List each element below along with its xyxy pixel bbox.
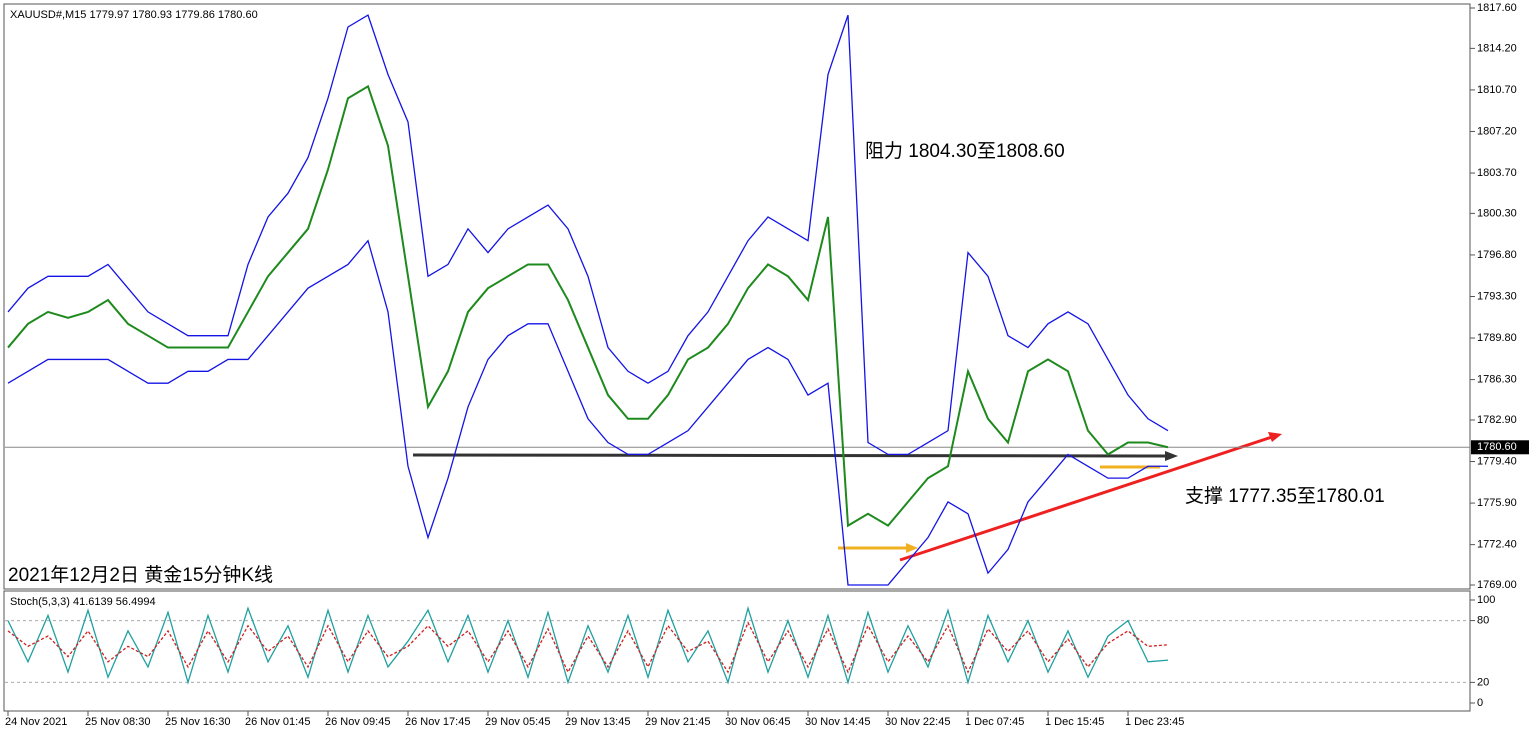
x-tick-label: 26 Nov 09:45 (325, 716, 390, 728)
arrow-head (1165, 451, 1178, 461)
last-price-label: 1780.60 (1477, 441, 1517, 453)
x-tick-label: 29 Nov 05:45 (485, 716, 550, 728)
y-tick-label: 1789.80 (1477, 332, 1517, 344)
y-tick-label: 0 (1477, 697, 1483, 709)
x-tick-label: 29 Nov 21:45 (645, 716, 710, 728)
y-tick-label: 1800.30 (1477, 207, 1517, 219)
series-line (7, 621, 1169, 674)
x-tick-label: 30 Nov 14:45 (805, 716, 870, 728)
stoch-header: Stoch(5,3,3) 41.6139 56.4994 (10, 596, 156, 608)
y-tick-label: 1817.60 (1477, 2, 1517, 14)
y-tick-label: 1814.20 (1477, 42, 1517, 54)
x-tick-label: 26 Nov 01:45 (245, 716, 310, 728)
last-price-box (1471, 440, 1529, 455)
arrow-head (1268, 432, 1282, 442)
x-tick-label: 1 Dec 23:45 (1125, 716, 1184, 728)
y-tick-label: 1772.40 (1477, 539, 1517, 551)
x-tick-label: 24 Nov 2021 (5, 716, 67, 728)
y-tick-label: 1793.30 (1477, 290, 1517, 302)
y-tick-label: 80 (1477, 615, 1489, 627)
y-tick-label: 1807.20 (1477, 125, 1517, 137)
y-tick-label: 1810.70 (1477, 84, 1517, 96)
series-line (7, 239, 1168, 586)
chart-caption: 2021年12月2日 黄金15分钟K线 (8, 564, 273, 586)
support-note: 支撑 1777.35至1780.01 (1185, 485, 1385, 507)
y-tick-label: 1803.70 (1477, 167, 1517, 179)
resistance-note: 阻力 1804.30至1808.60 (865, 140, 1065, 162)
series-line (7, 14, 1169, 456)
x-tick-label: 30 Nov 22:45 (885, 716, 950, 728)
y-tick-label: 100 (1477, 594, 1495, 606)
y-tick-label: 1796.80 (1477, 249, 1517, 261)
trend-line (899, 434, 1276, 562)
x-tick-label: 29 Nov 13:45 (565, 716, 630, 728)
y-tick-label: 20 (1477, 676, 1489, 688)
y-tick-label: 1775.90 (1477, 497, 1517, 509)
stoch-frame (3, 590, 1471, 712)
series-line (7, 84, 1169, 528)
arrow-head (906, 543, 918, 553)
x-tick-label: 25 Nov 08:30 (85, 716, 150, 728)
series-line (7, 605, 1169, 685)
y-tick-label: 1786.30 (1477, 374, 1517, 386)
y-tick-label: 1769.00 (1477, 579, 1517, 591)
x-tick-label: 30 Nov 06:45 (725, 716, 790, 728)
x-tick-label: 1 Dec 15:45 (1045, 716, 1104, 728)
x-tick-label: 1 Dec 07:45 (965, 716, 1024, 728)
support-line (412, 453, 1169, 458)
y-tick-label: 1779.40 (1477, 455, 1517, 467)
x-tick-label: 25 Nov 16:30 (165, 716, 230, 728)
x-tick-label: 26 Nov 17:45 (405, 716, 470, 728)
y-tick-label: 1782.90 (1477, 414, 1517, 426)
symbol-header: XAUUSD#,M15 1779.97 1780.93 1779.86 1780… (10, 9, 258, 21)
